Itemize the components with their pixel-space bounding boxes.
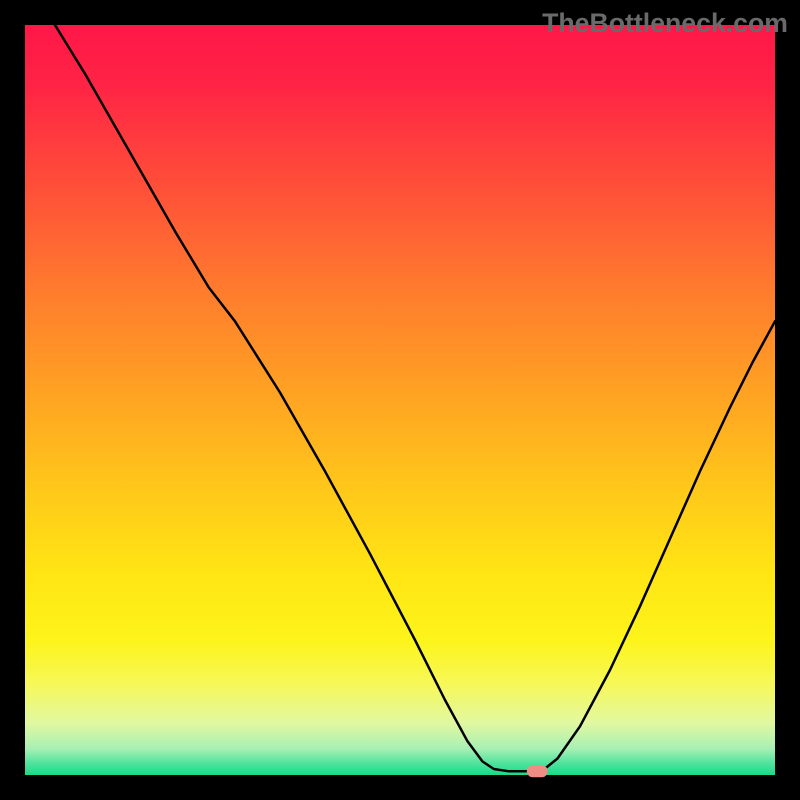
- chart-container: TheBottleneck.com: [0, 0, 800, 800]
- bottleneck-chart: [0, 0, 800, 800]
- chart-plot-background: [25, 25, 775, 775]
- optimal-point-marker: [527, 765, 548, 777]
- watermark-text: TheBottleneck.com: [542, 8, 788, 39]
